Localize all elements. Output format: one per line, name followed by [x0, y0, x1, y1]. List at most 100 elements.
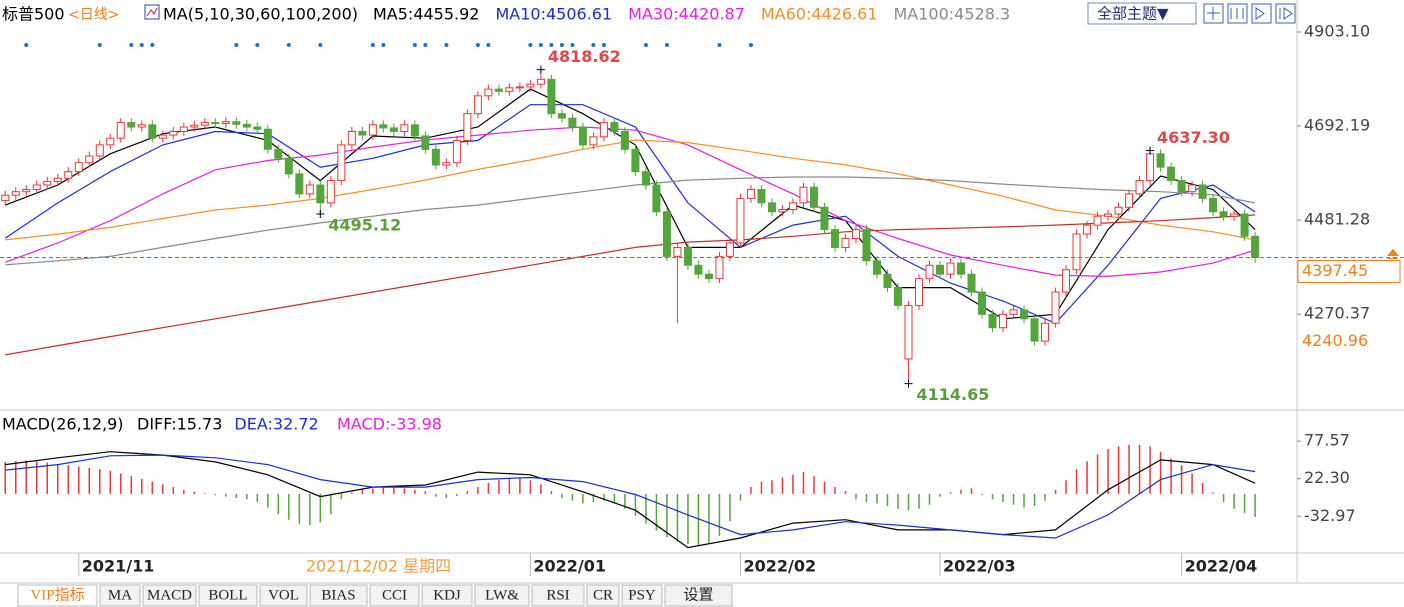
- candle-body: [452, 139, 461, 164]
- candle-body: [358, 130, 367, 136]
- candle-body: [284, 157, 293, 175]
- toolbar-icon[interactable]: [1275, 3, 1296, 24]
- tab[interactable]: LW&: [474, 584, 530, 607]
- candle-body: [820, 206, 829, 231]
- candle-body: [862, 229, 871, 262]
- x-tick-label: 2022/04: [1185, 557, 1258, 576]
- tab-label: CCI: [382, 587, 407, 603]
- tab[interactable]: KDJ: [421, 584, 473, 607]
- signal-dot: [24, 43, 29, 47]
- candle-body: [736, 197, 745, 244]
- y-tick-label: 22.30: [1304, 468, 1350, 487]
- candle-body: [127, 122, 136, 128]
- candle-body: [32, 184, 41, 190]
- signal-dot: [591, 43, 596, 47]
- signal-dot: [150, 43, 155, 47]
- candle-body: [967, 273, 976, 293]
- candle-body: [1051, 291, 1060, 324]
- last-price-box: [1297, 260, 1401, 284]
- tab[interactable]: 设置: [664, 584, 733, 607]
- tab[interactable]: RSI: [531, 584, 585, 607]
- candle-body: [106, 137, 115, 146]
- candle-body: [599, 122, 608, 138]
- candle-body: [431, 148, 440, 166]
- toolbar-glyphs: [1207, 7, 1293, 20]
- candle-body: [1030, 318, 1039, 342]
- period[interactable]: <日线>: [68, 7, 119, 23]
- candle-body: [1156, 153, 1165, 168]
- candle-body: [1104, 213, 1113, 217]
- candle-body: [337, 144, 346, 182]
- candle-body: [557, 113, 566, 119]
- tab[interactable]: VIP指标: [17, 584, 98, 607]
- x-tick-label: 2022/01: [533, 557, 606, 576]
- candle-body: [694, 264, 703, 275]
- candle-body: [263, 128, 272, 150]
- candle-body: [946, 262, 955, 275]
- tab[interactable]: PSY: [621, 584, 663, 607]
- candle-body: [242, 123, 251, 128]
- candle-body: [1020, 309, 1029, 320]
- signal-dot: [139, 43, 144, 47]
- candle-body: [515, 86, 524, 89]
- candle-body: [568, 117, 577, 128]
- tab[interactable]: CCI: [369, 584, 420, 607]
- candle-body: [169, 130, 178, 136]
- candle-body: [442, 162, 451, 166]
- high-label: 4818.62: [548, 47, 621, 66]
- legend-entry: DIFF:15.73: [137, 415, 222, 434]
- legend-entry: MA5:4455.92: [373, 5, 479, 24]
- signal-dot: [601, 43, 606, 47]
- ma-line: [5, 176, 1256, 266]
- tab-box: [142, 584, 197, 607]
- candle-body: [494, 88, 503, 92]
- candle-body: [95, 144, 104, 157]
- candle-body: [641, 171, 650, 186]
- candle-body: [547, 78, 556, 115]
- candle-body: [904, 304, 913, 360]
- candle-body: [368, 124, 377, 136]
- candle-body: [379, 124, 388, 129]
- candle-body: [757, 188, 766, 204]
- signal-dot: [717, 43, 722, 47]
- candle-body: [809, 186, 818, 208]
- candle-body: [1125, 193, 1134, 208]
- tab-box: [309, 584, 368, 607]
- candle-body: [778, 209, 787, 213]
- extreme-marker: [316, 209, 325, 218]
- candle-body: [1219, 211, 1228, 217]
- signal-dot: [234, 43, 239, 47]
- tab[interactable]: MA: [99, 584, 141, 607]
- theme-button[interactable]: [1087, 2, 1197, 25]
- candle-body: [799, 186, 808, 204]
- candle-body: [725, 242, 734, 257]
- macd-line: [5, 454, 1256, 539]
- candle-body: [841, 238, 850, 248]
- candle-body: [620, 130, 629, 150]
- tab-label: VOL: [268, 587, 299, 603]
- tab-box: [421, 584, 473, 607]
- y-tick-label: 4481.28: [1304, 210, 1370, 229]
- tab[interactable]: MACD: [142, 584, 197, 607]
- candle-body: [662, 211, 671, 257]
- candle-body: [746, 188, 755, 199]
- extreme-marker: [536, 65, 545, 74]
- tab[interactable]: BIAS: [309, 584, 368, 607]
- legend-entry: DEA:32.72: [234, 415, 318, 434]
- extreme-marker: [1146, 146, 1155, 155]
- toolbar-icon[interactable]: [1251, 3, 1272, 24]
- tab[interactable]: VOL: [259, 584, 308, 607]
- candle-body: [851, 229, 860, 240]
- candle-body: [704, 273, 713, 280]
- candle-body: [1041, 322, 1050, 342]
- tab[interactable]: CR: [586, 584, 620, 607]
- candle-body: [1251, 235, 1260, 259]
- candle-body: [211, 122, 220, 125]
- candle-body: [914, 278, 923, 306]
- candle-body: [389, 127, 398, 132]
- tab[interactable]: BOLL: [198, 584, 258, 607]
- legend-entry: MA10:4506.61: [495, 5, 612, 24]
- candle-body: [505, 87, 514, 92]
